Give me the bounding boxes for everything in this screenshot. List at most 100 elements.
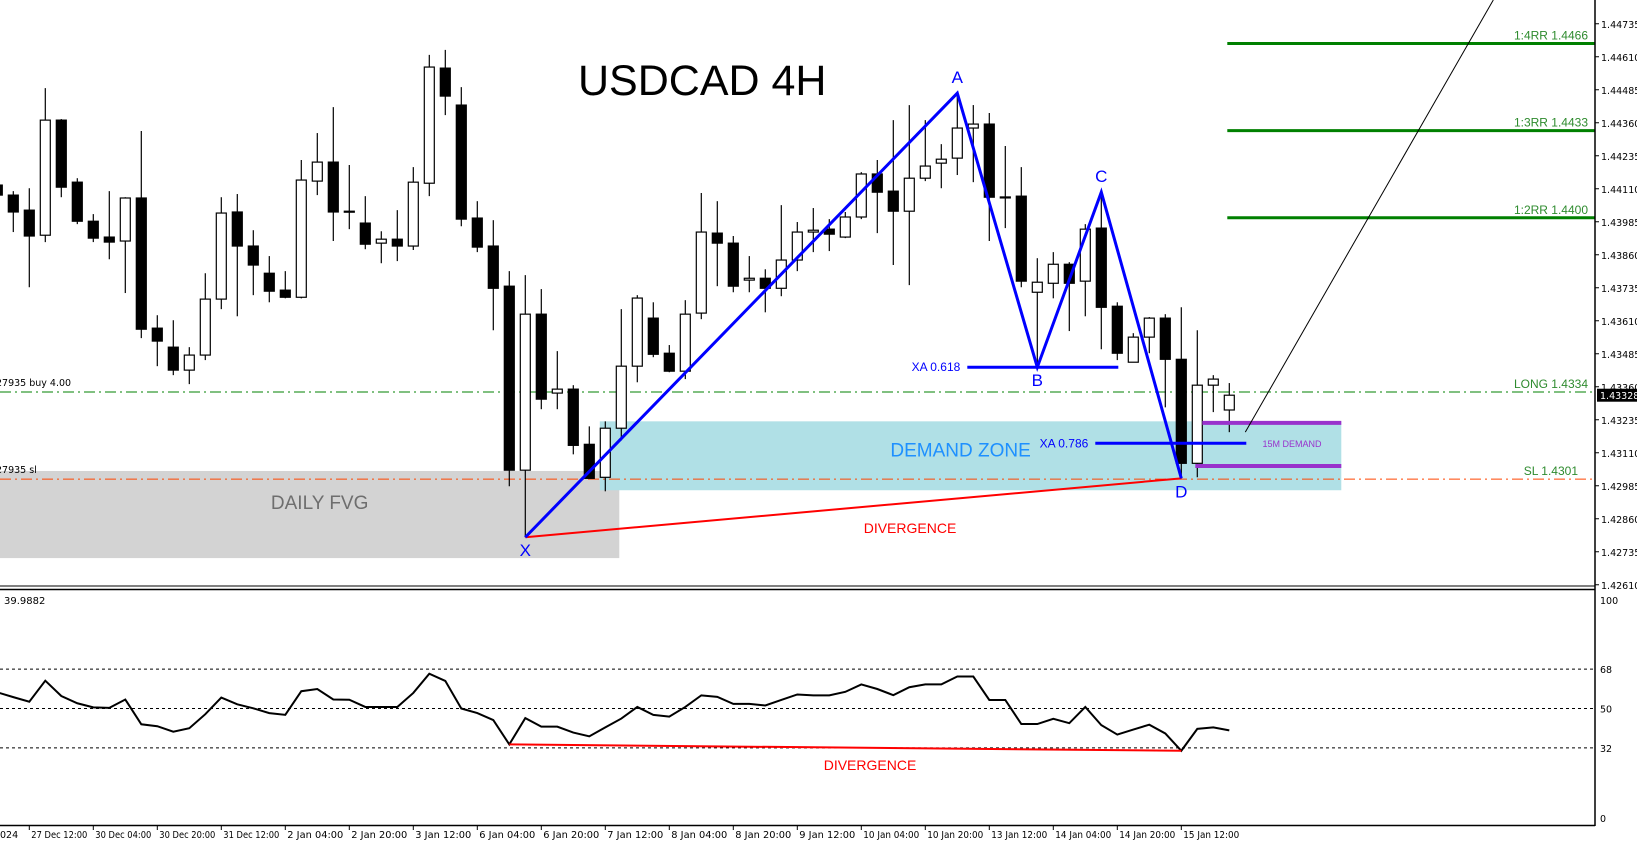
- candle-body-bullish: [807, 229, 819, 233]
- current-price-box: [1597, 388, 1637, 402]
- candle: [1159, 314, 1171, 408]
- candle: [711, 201, 723, 287]
- candle: [487, 220, 499, 331]
- price-axis-label: 1.43610: [1601, 317, 1637, 328]
- candle-body-bullish: [519, 313, 531, 471]
- candle-body-bullish: [935, 158, 947, 164]
- rsi-line: [0, 672, 1230, 753]
- candle-body-bearish: [1095, 227, 1107, 308]
- candle-body-bullish: [1207, 378, 1219, 386]
- price-axis-label: 1.44485: [1601, 86, 1637, 97]
- candle-body-bearish: [279, 289, 291, 298]
- candle-body-bullish: [919, 165, 931, 179]
- candle-body-bearish: [583, 443, 595, 479]
- candle: [519, 275, 531, 538]
- candle: [39, 88, 51, 243]
- candle: [455, 87, 467, 227]
- candle: [103, 191, 115, 260]
- price-axis-label: 1.43485: [1601, 350, 1637, 361]
- candle: [183, 347, 195, 385]
- chart-title: USDCAD 4H: [578, 57, 827, 105]
- price-axis-label: 1.44735: [1601, 20, 1637, 31]
- candle-body-bearish: [263, 272, 275, 292]
- candle: [23, 188, 35, 288]
- level-label: 1:4RR 1.4466: [1514, 29, 1588, 43]
- indicator-value-label: 39.9882: [4, 596, 45, 607]
- candle: [1047, 252, 1059, 299]
- candle: [215, 197, 227, 310]
- candle-body-bullish: [951, 127, 963, 159]
- candle-body-bullish: [903, 177, 915, 212]
- levels-layer: 1:4RR 1.4466 1:3RR 1.4433 1:2RR 1.4400 LONG…: [0, 29, 1595, 480]
- price-axis-label: 1.42860: [1601, 515, 1637, 526]
- candle: [551, 351, 563, 410]
- price-axis-label: 1.43860: [1601, 251, 1637, 262]
- candle: [0, 184, 3, 196]
- candle: [359, 196, 371, 250]
- candle: [375, 231, 387, 264]
- candle: [903, 105, 915, 286]
- pattern-point-x: X: [520, 541, 531, 560]
- time-axis-label: 13 Jan 12:00: [991, 830, 1047, 841]
- candle: [695, 192, 707, 320]
- candle-body-bearish: [55, 119, 67, 188]
- candle: [839, 211, 851, 239]
- candle-body-bullish: [1047, 263, 1059, 284]
- price-axis-label: 1.43735: [1601, 284, 1637, 295]
- candle-body-bullish: [39, 119, 51, 236]
- candle-body-bearish: [1175, 358, 1187, 464]
- candle-body-bullish: [1031, 281, 1043, 293]
- overlays-layer: DIVERGENCE X A B C D XA 0.618 XA 0.786 15M DEMAN…: [520, 0, 1494, 560]
- candle: [471, 201, 483, 253]
- candle: [279, 271, 291, 299]
- candle: [391, 210, 403, 262]
- candle-body-bearish: [567, 388, 579, 446]
- candle: [1111, 302, 1123, 361]
- candle-body-bearish: [391, 238, 403, 247]
- candle-body-bearish: [1015, 195, 1027, 282]
- candle-body-bullish: [119, 197, 131, 242]
- price-divergence-label: DIVERGENCE: [864, 520, 957, 536]
- price-axis-label: 1.43985: [1601, 218, 1637, 229]
- candle-body-bearish: [343, 210, 355, 213]
- candle: [983, 112, 995, 242]
- candle-body-bullish: [695, 231, 707, 314]
- candle: [311, 133, 323, 196]
- indicator-divergence-line: [509, 743, 1182, 752]
- candle-body-bullish: [1127, 336, 1139, 363]
- candle-body-bullish: [1223, 394, 1235, 411]
- candle-body-bearish: [71, 181, 83, 222]
- candle-body-bullish: [1079, 228, 1091, 282]
- candle-body-bearish: [327, 161, 339, 213]
- candle-body-bullish: [615, 365, 627, 429]
- candle-body-bearish: [663, 352, 675, 372]
- candle-body-bullish: [407, 181, 419, 247]
- candle: [647, 302, 659, 358]
- candle-body-bearish: [727, 242, 739, 287]
- price-axis-label: 1.44610: [1601, 53, 1637, 64]
- candle: [119, 197, 131, 294]
- candle-body-bullish: [839, 216, 851, 238]
- level-label: 1:3RR 1.4433: [1514, 116, 1588, 130]
- candle: [1143, 317, 1155, 354]
- trade-order-label: 27935 sl: [0, 465, 37, 476]
- pattern-point-c: C: [1095, 167, 1107, 186]
- time-axis-label: 27 Dec 12:00: [31, 830, 87, 841]
- candle: [55, 119, 67, 198]
- candle: [567, 385, 579, 455]
- indicator-axis-label: 0: [1600, 814, 1606, 825]
- price-axis-label: 1.42985: [1601, 482, 1637, 493]
- candle-body-bullish: [295, 179, 307, 298]
- candle: [1095, 192, 1107, 350]
- candle-body-bearish: [151, 327, 163, 342]
- candle: [951, 93, 963, 176]
- price-axis-label: 1.43110: [1601, 449, 1637, 460]
- indicator-panel: DIVERGENCE 100 68 50 32 0: [0, 596, 1618, 825]
- time-axis-label: 6 Jan 04:00: [479, 830, 535, 841]
- level-label: 1:2RR 1.4400: [1514, 203, 1588, 217]
- candle-body-bearish: [103, 236, 115, 243]
- indicator-axis-label: 68: [1600, 665, 1612, 676]
- candle: [407, 167, 419, 251]
- candle: [935, 144, 947, 189]
